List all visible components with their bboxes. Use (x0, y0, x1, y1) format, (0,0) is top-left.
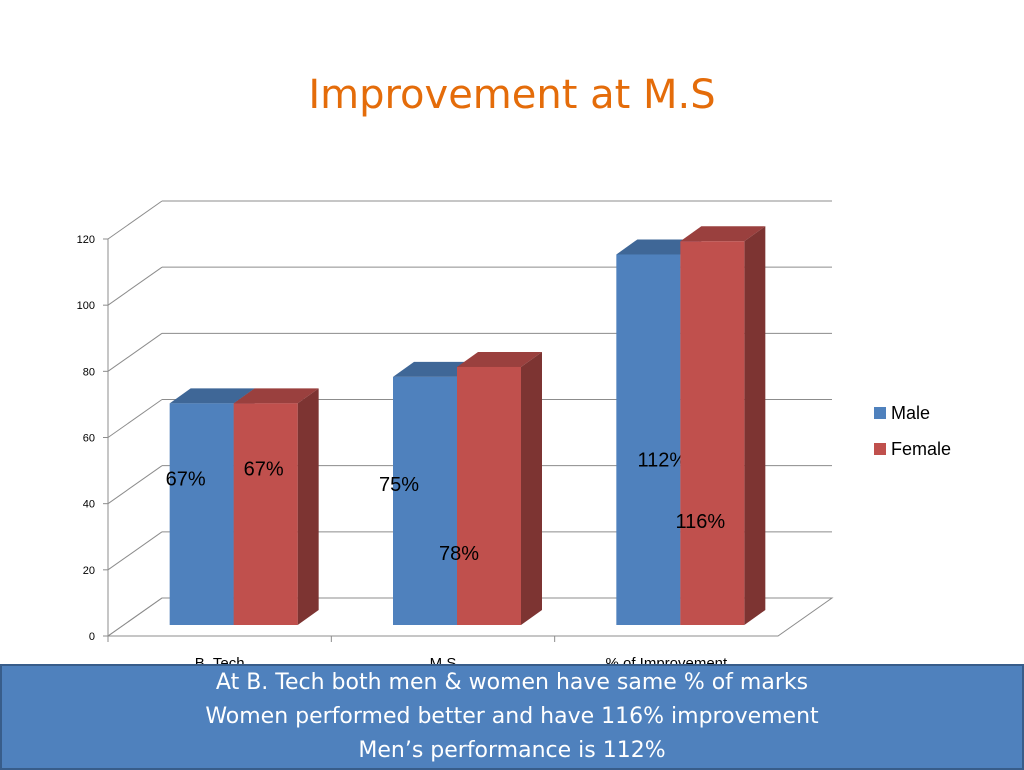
gridline-side (107, 399, 163, 438)
bar (680, 241, 745, 625)
bar-top (233, 388, 319, 404)
bar (393, 376, 457, 625)
legend-swatch (874, 443, 886, 455)
legend-swatch (874, 407, 886, 419)
gridline-side (107, 266, 163, 306)
y-tick-label: 20 (83, 565, 95, 577)
gridline-side (107, 332, 163, 372)
data-label: 116% (675, 511, 725, 533)
bar (169, 403, 234, 625)
bar-top (680, 226, 766, 242)
bar-side (297, 388, 319, 625)
bar-top (457, 351, 542, 367)
slide-title: Improvement at M.S (308, 72, 716, 118)
gridline-side (107, 597, 163, 637)
y-tick-label: 120 (77, 234, 95, 246)
legend-label: Female (891, 439, 951, 459)
bar-side (521, 351, 542, 625)
gridline-side (107, 465, 163, 505)
caption-line-2: Women performed better and have 116% imp… (205, 704, 819, 729)
y-tick-label: 80 (83, 366, 95, 378)
gridline-side (107, 200, 163, 240)
caption-line-1: At B. Tech both men & women have same % … (215, 670, 809, 695)
data-label: 67% (244, 458, 284, 480)
bar-top (169, 388, 255, 404)
bar-side (744, 226, 766, 625)
data-label: 112% (637, 449, 687, 471)
y-tick-label: 40 (83, 499, 95, 511)
y-tick-label: 100 (77, 300, 95, 312)
data-label: 78% (439, 543, 479, 565)
bar (233, 403, 298, 625)
bar-top (616, 239, 702, 255)
bar (616, 254, 681, 625)
bar-top (393, 361, 478, 377)
legend-label: Male (891, 403, 930, 423)
caption-box: At B. Tech both men & women have same % … (0, 664, 1024, 770)
gridline-side (107, 531, 163, 571)
bar (457, 366, 521, 625)
y-tick-label: 0 (89, 631, 95, 643)
y-tick-label: 60 (83, 433, 95, 445)
caption-line-3: Men’s performance is 112% (358, 738, 666, 763)
data-label: 67% (166, 468, 206, 490)
data-label: 75% (379, 474, 419, 496)
